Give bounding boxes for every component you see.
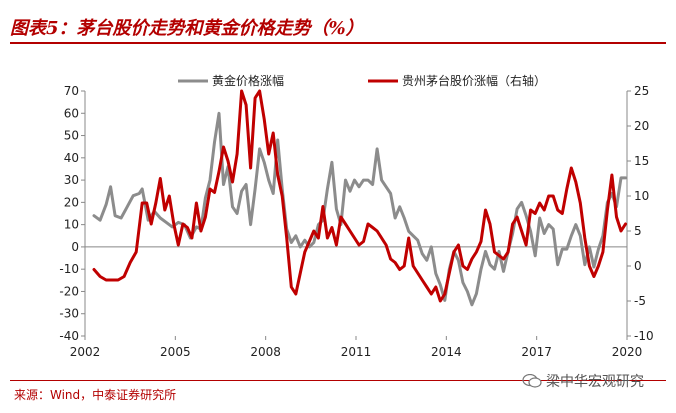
left-tick-label: 40 [64, 151, 79, 165]
legend-label-gold: 黄金价格涨幅 [212, 73, 284, 88]
right-tick-label: 0 [634, 259, 642, 273]
left-tick-label: 60 [64, 106, 79, 120]
right-tick-label: 5 [634, 224, 642, 238]
left-tick-label: -40 [59, 329, 79, 343]
left-tick-label: -20 [59, 284, 79, 298]
left-tick-label: 0 [71, 240, 79, 254]
chart-title: 图表5：茅台股价走势和黄金价格走势（%） [10, 18, 364, 39]
right-tick-label: 25 [634, 84, 649, 98]
left-tick-label: 50 [64, 129, 79, 143]
right-tick-label: 20 [634, 119, 649, 133]
legend: 黄金价格涨幅 贵州茅台股价涨幅（右轴） [178, 73, 546, 88]
left-tick-label: 70 [64, 84, 79, 98]
wechat-icon [522, 374, 542, 388]
watermark: 梁中华宏观研究 [522, 371, 644, 391]
right-tick-label: -5 [634, 294, 646, 308]
line-chart: 黄金价格涨幅 贵州茅台股价涨幅（右轴） 706050403020100-10-2… [59, 73, 654, 359]
right-tick-label: -10 [634, 329, 654, 343]
source-note: 来源：Wind，中泰证券研究所 [14, 388, 177, 402]
left-tick-label: 30 [64, 173, 79, 187]
title-rule [10, 42, 666, 44]
x-tick-label: 2017 [521, 345, 552, 359]
left-tick-label: 10 [64, 218, 79, 232]
x-tick-label: 2014 [431, 345, 462, 359]
right-tick-label: 10 [634, 189, 649, 203]
x-tick-label: 2020 [612, 345, 643, 359]
left-tick-label: -30 [59, 307, 79, 321]
maotai-price-line [92, 89, 627, 303]
x-tick-label: 2002 [70, 345, 101, 359]
watermark-text: 梁中华宏观研究 [546, 374, 644, 390]
left-tick-label: -10 [59, 262, 79, 276]
x-tick-label: 2011 [341, 345, 372, 359]
x-tick-label: 2008 [250, 345, 281, 359]
legend-label-maotai: 贵州茅台股价涨幅（右轴） [402, 73, 546, 88]
series-maotai [92, 89, 627, 303]
x-tick-label: 2005 [160, 345, 191, 359]
right-tick-label: 15 [634, 154, 649, 168]
footer-rule [10, 380, 666, 381]
left-tick-label: 20 [64, 195, 79, 209]
